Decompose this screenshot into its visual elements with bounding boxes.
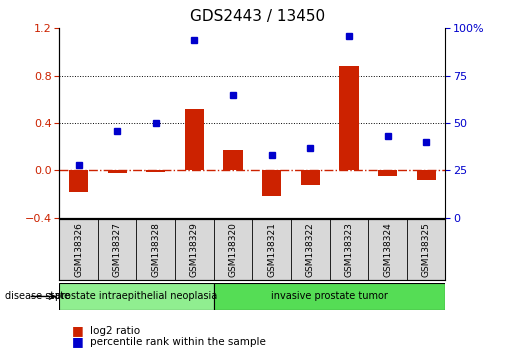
Text: disease state: disease state [5, 291, 70, 302]
Bar [224, 150, 243, 170]
Text: ■: ■ [72, 335, 84, 348]
Bar [59, 283, 214, 310]
Bar [339, 66, 358, 170]
Bar [417, 170, 436, 180]
Bar [146, 170, 165, 172]
Text: log2 ratio: log2 ratio [90, 326, 140, 336]
Bar [69, 170, 88, 192]
Bar [301, 170, 320, 184]
Text: GSM138323: GSM138323 [345, 222, 353, 278]
Text: GSM138328: GSM138328 [151, 222, 160, 278]
Text: prostate intraepithelial neoplasia: prostate intraepithelial neoplasia [55, 291, 218, 302]
Text: GDS2443 / 13450: GDS2443 / 13450 [190, 9, 325, 24]
Text: GSM138320: GSM138320 [229, 222, 237, 278]
Text: ■: ■ [72, 325, 84, 337]
Text: percentile rank within the sample: percentile rank within the sample [90, 337, 266, 347]
Bar [262, 170, 281, 196]
Bar [108, 170, 127, 173]
Bar [185, 109, 204, 170]
Text: GSM138327: GSM138327 [113, 222, 122, 278]
Text: GSM138325: GSM138325 [422, 222, 431, 278]
Bar [378, 170, 397, 176]
Bar [214, 283, 445, 310]
Text: GSM138322: GSM138322 [306, 222, 315, 277]
Text: GSM138326: GSM138326 [74, 222, 83, 278]
Text: GSM138329: GSM138329 [190, 222, 199, 278]
Text: GSM138324: GSM138324 [383, 222, 392, 277]
Text: GSM138321: GSM138321 [267, 222, 276, 278]
Text: invasive prostate tumor: invasive prostate tumor [271, 291, 388, 302]
